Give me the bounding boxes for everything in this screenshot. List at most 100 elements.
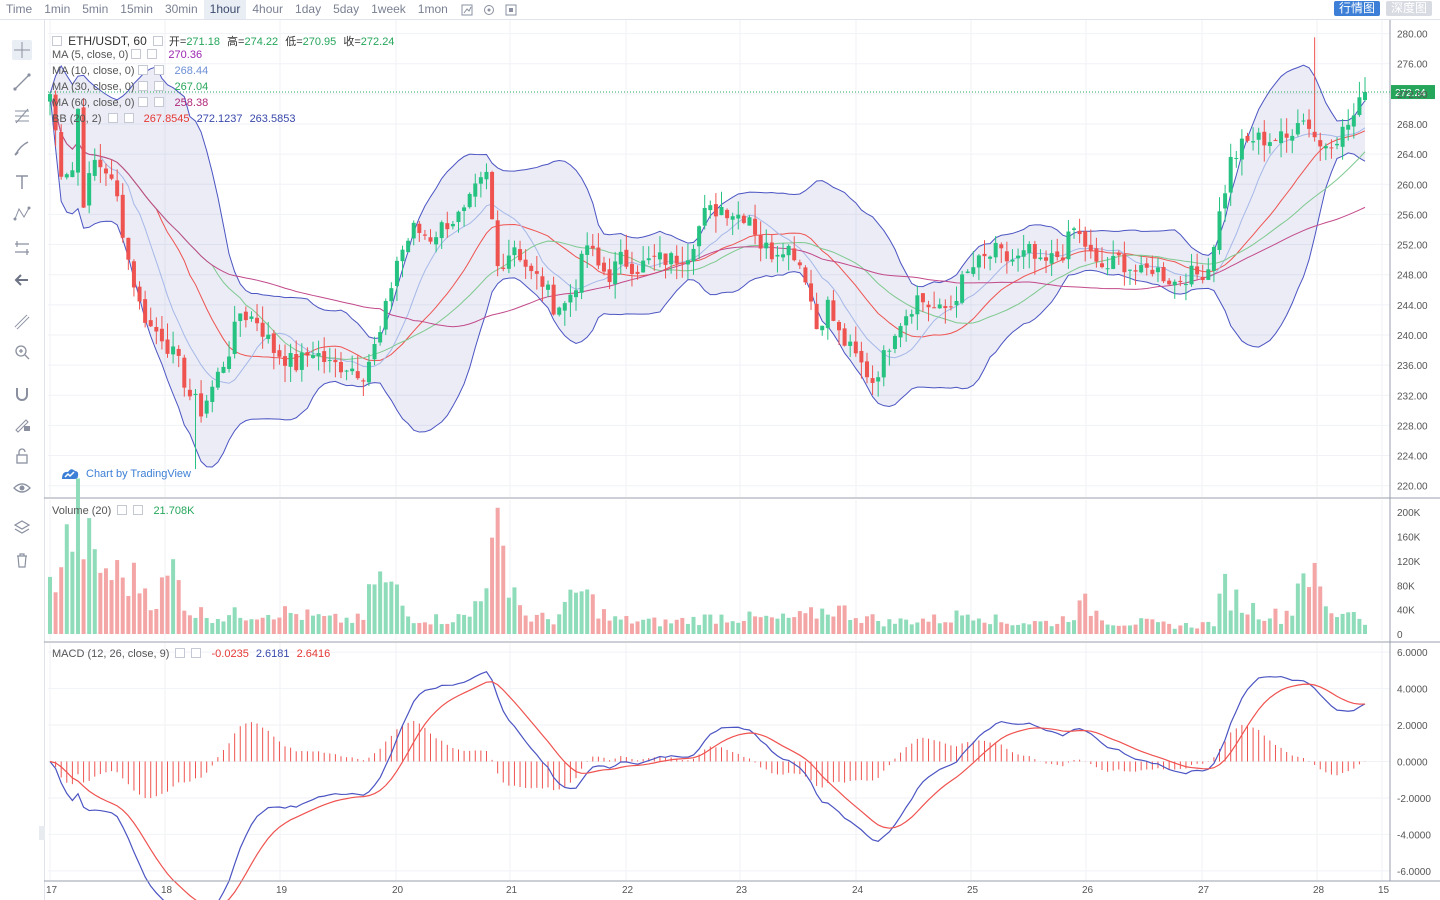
back-arrow-icon[interactable] — [12, 270, 32, 290]
candle-body — [713, 204, 718, 217]
timeframe-30min[interactable]: 30min — [164, 2, 198, 16]
candle — [1279, 118, 1284, 158]
volume-bar — [590, 594, 595, 634]
timeframe-4hour[interactable]: 4hour — [252, 2, 284, 16]
ma-close-icon[interactable] — [147, 49, 158, 59]
timeframe-5day[interactable]: 5day — [333, 2, 360, 16]
candle-body — [1021, 250, 1026, 257]
trash-icon[interactable] — [12, 550, 32, 570]
vol-close-icon[interactable] — [133, 505, 144, 515]
candle-body — [809, 283, 814, 302]
volume-bar — [932, 614, 937, 634]
ma-close-icon[interactable] — [153, 97, 164, 107]
vol-settings-icon[interactable] — [117, 505, 128, 515]
volume-bar — [769, 617, 774, 634]
macd-tick: 2.0000 — [1397, 721, 1428, 732]
bb-upper-line — [49, 64, 1366, 340]
candle — [428, 229, 433, 245]
volume-bar — [372, 584, 377, 634]
candle — [1256, 127, 1261, 155]
brush-icon[interactable] — [12, 138, 32, 158]
legend-ma-value: 267.04 — [174, 81, 209, 93]
price-tick: 260.00 — [1397, 180, 1428, 191]
volume-bar — [831, 616, 836, 634]
fullscreen-icon[interactable] — [502, 0, 520, 19]
settings-icon[interactable] — [152, 36, 163, 46]
lock-icon[interactable] — [12, 446, 32, 466]
candle — [842, 323, 847, 347]
ma-settings-icon[interactable] — [131, 49, 142, 59]
depth-view-button[interactable]: 深度图 — [1385, 1, 1432, 16]
ma-close-icon[interactable] — [153, 81, 164, 91]
price-tick: 240.00 — [1397, 331, 1428, 342]
volume-bar — [820, 608, 825, 634]
tradingview-watermark[interactable]: Chart by TradingView — [60, 467, 191, 481]
layers-icon[interactable] — [12, 518, 32, 538]
timeframe-1min[interactable]: 1min — [44, 2, 71, 16]
text-icon[interactable] — [12, 172, 32, 192]
kline-view-button[interactable]: 行情图 — [1333, 1, 1380, 16]
timeframe-1hour[interactable]: 1hour — [203, 0, 247, 19]
legend-ma-0: MA (5, close, 0) 270.36 — [52, 49, 202, 61]
candle — [965, 269, 970, 274]
bb-settings-icon[interactable] — [107, 113, 118, 123]
volume-tick: 80K — [1397, 581, 1415, 592]
measure-icon[interactable] — [12, 238, 32, 258]
volume-bar — [159, 577, 164, 634]
candle-body — [937, 304, 942, 309]
magnet-icon[interactable] — [12, 384, 32, 404]
timeframe-1mon[interactable]: 1mon — [417, 2, 448, 16]
volume-bar — [1363, 624, 1367, 634]
candle-body — [1178, 280, 1183, 283]
timeframe-1day[interactable]: 1day — [295, 2, 322, 16]
timeframe-1week[interactable]: 1week — [371, 2, 406, 16]
candle — [1133, 264, 1138, 285]
candle — [786, 244, 791, 271]
bb-close-icon[interactable] — [123, 113, 134, 123]
candle — [238, 313, 243, 337]
bb-basis-line — [49, 93, 1366, 362]
ma-settings-icon[interactable] — [137, 81, 148, 91]
ma-settings-icon[interactable] — [137, 65, 148, 75]
trendline-icon[interactable] — [12, 72, 32, 92]
candle — [383, 298, 388, 336]
timeframe-time[interactable]: Time — [6, 2, 33, 16]
volume-bar — [154, 608, 159, 634]
volume-bar — [1105, 624, 1110, 634]
candle — [394, 256, 399, 301]
signal-line — [49, 681, 1366, 900]
crosshair-icon[interactable] — [12, 40, 32, 60]
fib-icon[interactable] — [12, 106, 32, 126]
timeframe-15min[interactable]: 15min — [120, 2, 153, 16]
candle — [266, 322, 271, 344]
eye-icon[interactable] — [12, 478, 32, 498]
candle — [81, 98, 86, 209]
candle — [1111, 240, 1116, 270]
candle-body — [1295, 123, 1300, 135]
candle-body — [1312, 131, 1317, 138]
volume-bar — [982, 622, 987, 634]
zoom-icon[interactable] — [12, 342, 32, 362]
ma-settings-icon[interactable] — [137, 97, 148, 107]
timeframe-5min[interactable]: 5min — [82, 2, 109, 16]
macd-close-icon[interactable] — [191, 648, 202, 658]
candle — [736, 201, 741, 230]
macd-settings-icon[interactable] — [175, 648, 186, 658]
candle-type-icon[interactable] — [458, 0, 476, 19]
scroll-left-handle — [39, 826, 45, 840]
volume-bar — [540, 612, 545, 634]
pattern-icon[interactable] — [12, 204, 32, 224]
volume-bar — [81, 559, 86, 634]
collapse-icon[interactable] — [52, 36, 62, 46]
candle — [109, 159, 114, 181]
ruler-icon[interactable] — [12, 312, 32, 332]
lock-draw-icon[interactable] — [12, 414, 32, 434]
candle — [120, 183, 125, 243]
candle-body — [1032, 243, 1037, 259]
volume-bar — [1273, 608, 1278, 634]
ma-close-icon[interactable] — [153, 65, 164, 75]
indicators-icon[interactable] — [480, 0, 498, 19]
legend-macd-v2: 2.6416 — [296, 648, 331, 660]
volume-bar — [926, 621, 931, 634]
